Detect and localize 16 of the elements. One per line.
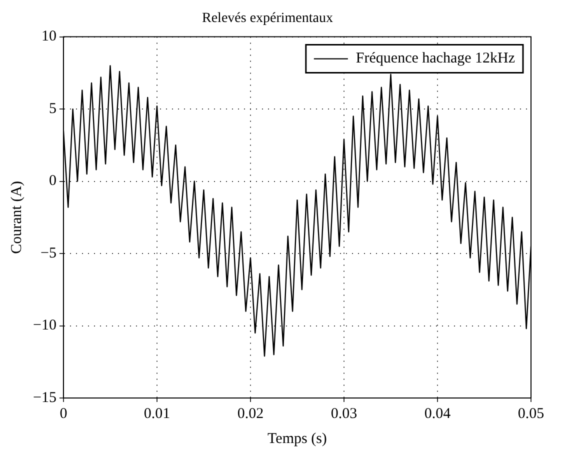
chart-title: Relevés expérimentaux — [202, 11, 334, 26]
x-tick-label: 0.01 — [144, 406, 170, 422]
legend-label: Fréquence hachage 12kHz — [356, 50, 516, 67]
x-tick-label: 0.04 — [424, 406, 452, 422]
y-tick-label: −15 — [32, 390, 56, 406]
y-axis-title: Courant (A) — [8, 180, 25, 254]
x-axis-title: Temps (s) — [268, 430, 327, 447]
x-tick-label: 0.03 — [330, 406, 358, 422]
y-tick-label: −5 — [40, 245, 56, 262]
x-tick-label: 0.05 — [518, 406, 544, 422]
y-tick-label: 10 — [41, 28, 56, 45]
x-tick-label: 0 — [60, 406, 68, 422]
y-tick-label: 5 — [48, 100, 56, 117]
x-tick-label: 0.02 — [237, 406, 264, 422]
y-tick-label: −10 — [32, 318, 56, 334]
y-tick-label: 0 — [48, 173, 56, 190]
